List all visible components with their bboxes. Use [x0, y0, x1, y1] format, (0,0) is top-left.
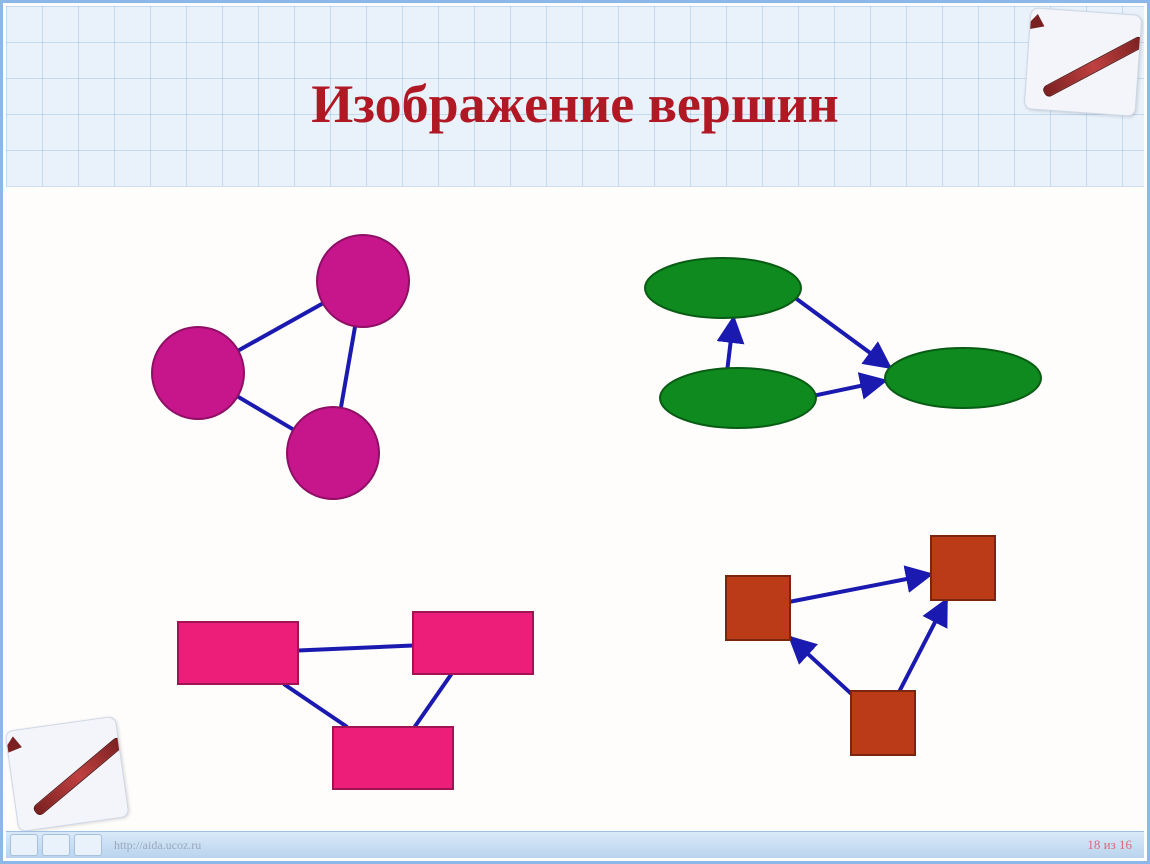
taskbar-button[interactable]	[42, 834, 70, 856]
edge	[790, 637, 851, 693]
edge	[238, 303, 323, 350]
node	[317, 235, 409, 327]
graph-circles_magenta	[152, 235, 409, 499]
node	[413, 612, 533, 674]
node	[851, 691, 915, 755]
node	[178, 622, 298, 684]
edge	[796, 299, 890, 368]
graph-ellipses_green	[645, 258, 1041, 428]
taskbar-button[interactable]	[10, 834, 38, 856]
footer-url: http://aida.ucoz.ru	[114, 838, 201, 853]
slide-title: Изображение вершин	[3, 73, 1147, 135]
node	[333, 727, 453, 789]
graph-squares_brick	[726, 536, 995, 755]
node	[726, 576, 790, 640]
node	[287, 407, 379, 499]
edge	[284, 684, 347, 727]
node	[885, 348, 1041, 408]
taskbar-button[interactable]	[74, 834, 102, 856]
slide: Изображение вершин http://aida.ucoz.ru 1…	[0, 0, 1150, 864]
edge	[341, 326, 355, 407]
edge	[900, 600, 947, 691]
taskbar: http://aida.ucoz.ru 18 из 16	[6, 831, 1144, 858]
node	[152, 327, 244, 419]
edge	[298, 646, 413, 651]
edge	[727, 318, 733, 369]
node	[660, 368, 816, 428]
page-number: 18 из 16	[1087, 837, 1132, 853]
edge	[238, 396, 294, 429]
edge	[415, 674, 452, 727]
edge	[816, 381, 886, 396]
node	[645, 258, 801, 318]
node	[931, 536, 995, 600]
edge	[790, 574, 931, 602]
pen-image-bottom	[4, 716, 129, 833]
graph-rects_pink	[178, 612, 533, 789]
